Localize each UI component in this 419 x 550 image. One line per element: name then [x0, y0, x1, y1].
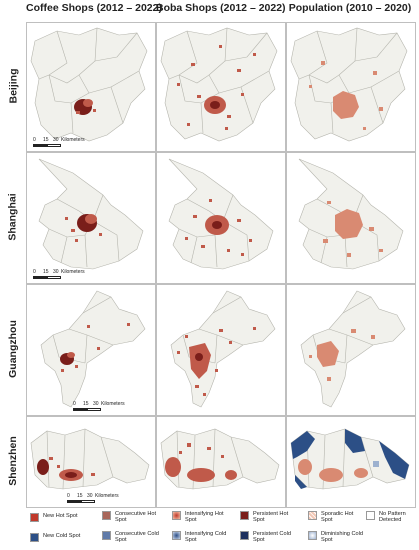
- region-boundaries: [290, 27, 408, 142]
- legend: New Hot Spot New Cold Spot Consecutive H…: [26, 509, 415, 549]
- row-label-shanghai: Shanghai: [7, 193, 20, 241]
- legend-consecutive-hot: Consecutive Hot Spot: [102, 511, 162, 524]
- map-shanghai-coffee: 0 15 30 Kilometers: [26, 152, 156, 284]
- row-label-guangzhou: Guangzhou: [7, 320, 19, 378]
- swatch-intensifying-cold: [172, 531, 181, 540]
- legend-persistent-hot: Persistent Hot Spot: [240, 511, 300, 524]
- legend-diminishing-cold: Diminishing Cold Spot: [308, 531, 366, 544]
- hot-spots: [74, 99, 96, 115]
- row-label-shenzhen: Shenzhen: [7, 436, 19, 486]
- hot-spots: [309, 329, 375, 381]
- swatch-persistent-cold: [240, 531, 249, 540]
- legend-no-pattern: No Pattern Detected: [366, 511, 414, 524]
- region-boundaries: [40, 290, 146, 408]
- column-header-coffee: Coffee Shops (2012 – 2022): [26, 2, 162, 14]
- region-boundaries: [168, 158, 274, 270]
- map-shenzhen-coffee-svg: [30, 428, 150, 490]
- legend-intensifying-cold: Intensifying Cold Spot: [172, 531, 232, 544]
- map-shenzhen-boba: [156, 416, 286, 508]
- map-guangzhou-coffee-svg: [40, 290, 146, 408]
- swatch-persistent-hot: [240, 511, 249, 520]
- hot-spots: [185, 199, 252, 256]
- region-boundaries: [170, 290, 276, 408]
- hot-spots: [37, 457, 95, 481]
- swatch-intensifying-hot: [172, 511, 181, 520]
- region-boundaries: [300, 290, 406, 408]
- swatch-new-hot: [30, 513, 39, 522]
- column-header-boba: Boba Shops (2012 – 2022): [156, 2, 286, 14]
- map-shanghai-population: [286, 152, 416, 284]
- region-boundaries: [30, 428, 150, 490]
- legend-persistent-cold: Persistent Cold Spot: [240, 531, 300, 544]
- map-shenzhen-population: [286, 416, 416, 508]
- hot-spots: [177, 45, 256, 130]
- hot-spots: [298, 459, 368, 482]
- cold-spots: [291, 429, 409, 489]
- map-shanghai-population-svg: [298, 158, 404, 270]
- swatch-consecutive-cold: [102, 531, 111, 540]
- map-guangzhou-coffee: 0 15 30 Kilometers: [26, 284, 156, 416]
- hot-spots: [309, 61, 383, 130]
- map-guangzhou-boba: [156, 284, 286, 416]
- swatch-diminishing-cold: [308, 531, 317, 540]
- map-shanghai-boba-svg: [168, 158, 274, 270]
- column-header-population: Population (2010 – 2020): [288, 2, 412, 14]
- legend-new-cold: New Cold Spot: [30, 533, 80, 542]
- hot-spots: [323, 201, 383, 257]
- region-boundaries: [160, 27, 278, 142]
- map-beijing-population: [286, 22, 416, 152]
- map-beijing-coffee-svg: [30, 27, 148, 142]
- map-shenzhen-boba-svg: [160, 428, 280, 490]
- row-label-beijing: Beijing: [7, 68, 20, 104]
- region-boundaries: [30, 27, 148, 142]
- hot-spots: [60, 323, 130, 372]
- map-beijing-boba: [156, 22, 286, 152]
- map-shanghai-coffee-svg: [38, 158, 144, 270]
- region-boundaries: [160, 428, 280, 490]
- map-beijing-coffee: 0 15 30 Kilometers: [26, 22, 156, 152]
- hot-spots: [65, 214, 102, 242]
- map-beijing-population-svg: [290, 27, 408, 142]
- map-guangzhou-population-svg: [300, 290, 406, 408]
- swatch-new-cold: [30, 533, 39, 542]
- map-guangzhou-boba-svg: [170, 290, 276, 408]
- legend-consecutive-cold: Consecutive Cold Spot: [102, 531, 162, 544]
- map-beijing-boba-svg: [160, 27, 278, 142]
- map-shanghai-boba: [156, 152, 286, 284]
- legend-new-hot: New Hot Spot: [30, 513, 78, 522]
- map-shenzhen-coffee: 0 15 30 Kilometers: [26, 416, 156, 508]
- hot-spots: [165, 443, 237, 482]
- swatch-consecutive-hot: [102, 511, 111, 520]
- swatch-sporadic-hot: [308, 511, 317, 520]
- hot-spots: [177, 327, 256, 396]
- map-shenzhen-population-svg: [290, 428, 410, 490]
- swatch-no-pattern: [366, 511, 375, 520]
- map-guangzhou-population: [286, 284, 416, 416]
- legend-sporadic-hot: Sporadic Hot Spot: [308, 511, 366, 524]
- legend-intensifying-hot: Intensifying Hot Spot: [172, 511, 232, 524]
